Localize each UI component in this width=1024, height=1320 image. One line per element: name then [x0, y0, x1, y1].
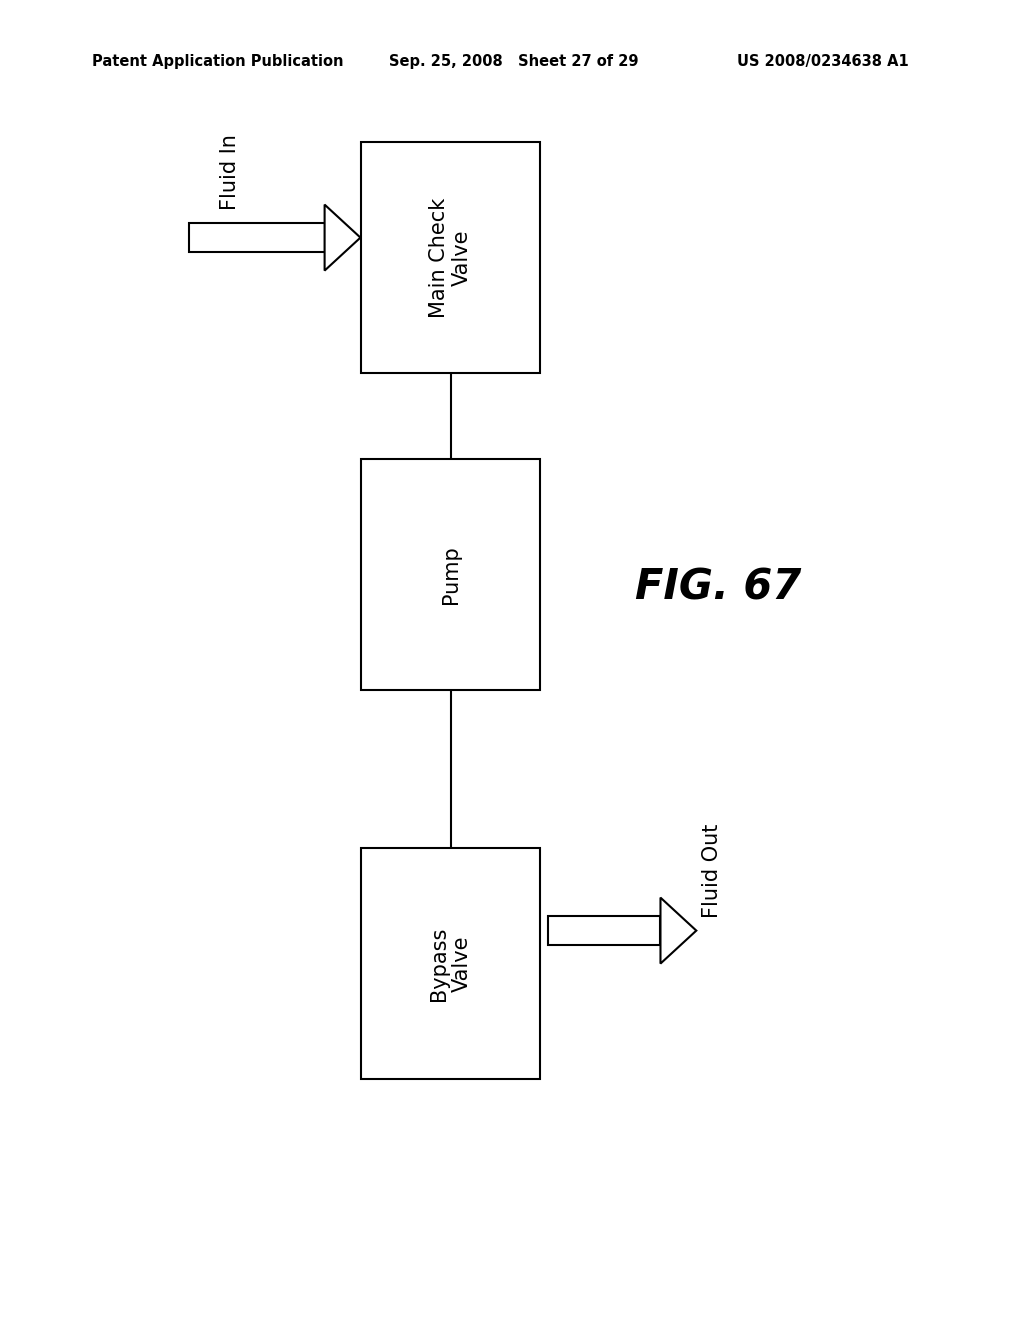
- Text: Bypass
Valve: Bypass Valve: [429, 927, 472, 1001]
- Text: Fluid Out: Fluid Out: [701, 824, 722, 919]
- Bar: [361, 847, 541, 1080]
- Bar: [548, 916, 660, 945]
- Text: Sep. 25, 2008   Sheet 27 of 29: Sep. 25, 2008 Sheet 27 of 29: [389, 54, 639, 69]
- Text: Fluid In: Fluid In: [220, 133, 241, 210]
- Text: US 2008/0234638 A1: US 2008/0234638 A1: [737, 54, 909, 69]
- Polygon shape: [660, 898, 696, 964]
- Text: FIG. 67: FIG. 67: [635, 566, 801, 609]
- Bar: [361, 459, 541, 689]
- Polygon shape: [325, 205, 360, 271]
- Text: Main Check
Valve: Main Check Valve: [429, 197, 472, 318]
- Text: Pump: Pump: [440, 545, 461, 603]
- Text: Patent Application Publication: Patent Application Publication: [92, 54, 344, 69]
- Bar: [189, 223, 325, 252]
- Bar: [361, 141, 541, 372]
